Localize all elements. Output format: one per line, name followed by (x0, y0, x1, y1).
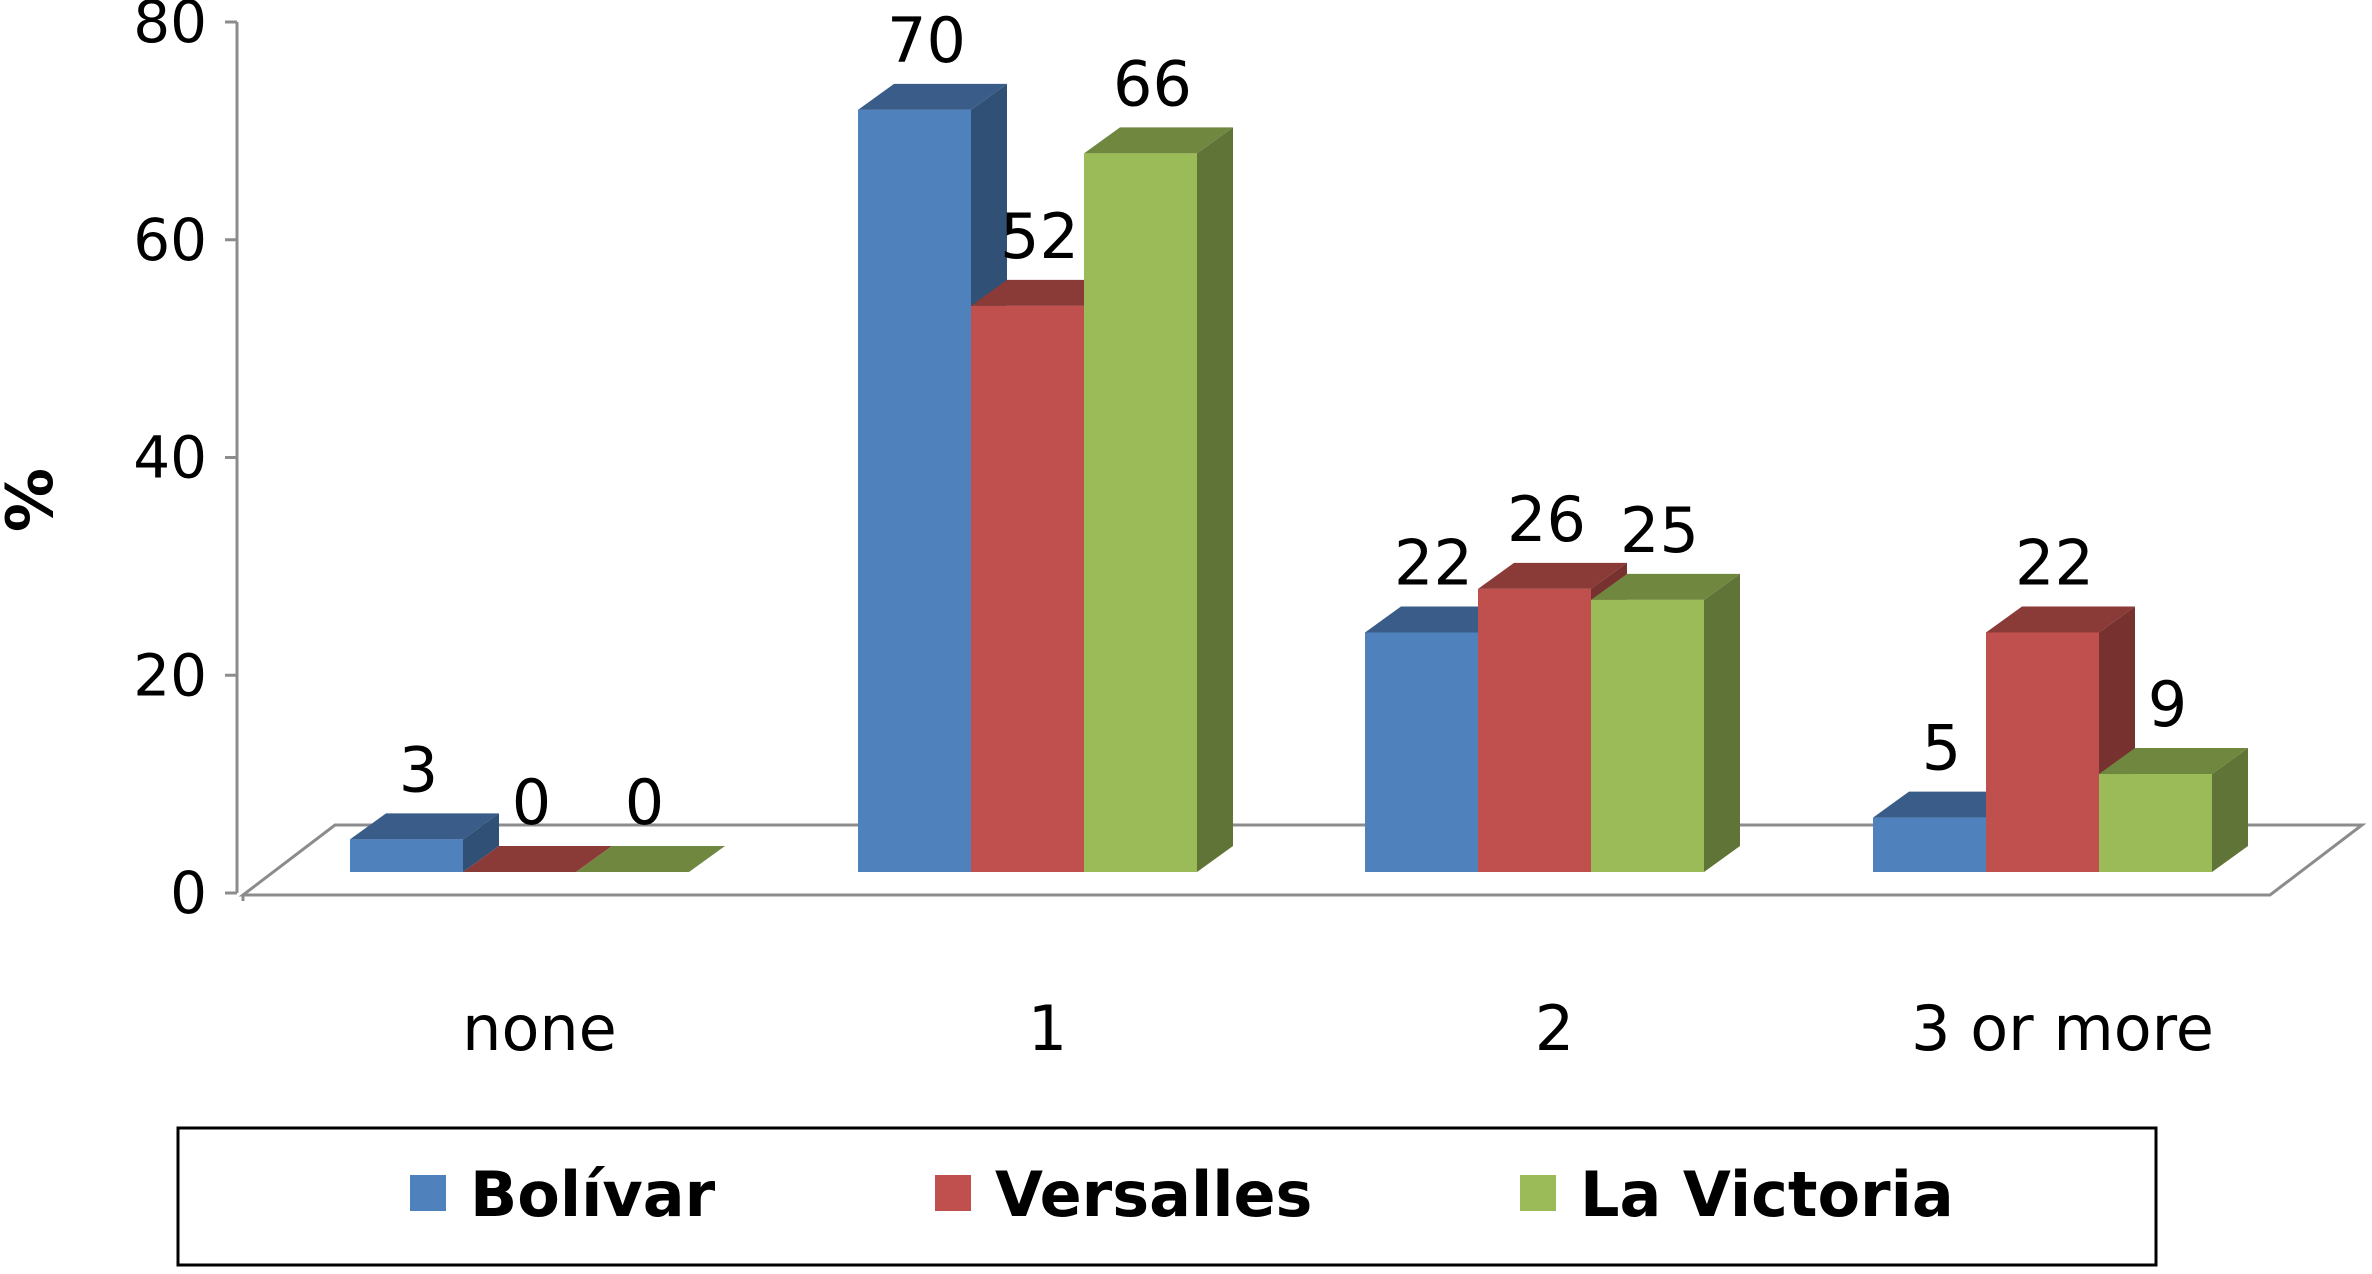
data-label: 22 (2015, 526, 2094, 599)
data-label: 3 (399, 733, 438, 806)
bar-top (1365, 606, 1514, 633)
chart-axes (225, 20, 2367, 901)
data-label: 0 (512, 766, 551, 839)
bar (1986, 632, 2099, 872)
data-label: 0 (625, 766, 664, 839)
bar-top (350, 813, 499, 840)
bar-top (2099, 748, 2248, 775)
bar (1365, 632, 1478, 872)
chart-floor (238, 823, 2367, 897)
data-label: 52 (1000, 200, 1079, 273)
y-tick-label: 0 (170, 859, 207, 927)
bar-top (858, 83, 1007, 110)
bar-top (971, 279, 1120, 306)
bar (1478, 588, 1591, 872)
bar (350, 839, 463, 872)
bar (858, 109, 971, 872)
data-label: 5 (1922, 712, 1961, 785)
bar (1084, 153, 1197, 873)
legend-label: Versalles (995, 1158, 1312, 1231)
bar-side (2212, 748, 2248, 872)
y-tick-label: 20 (133, 641, 207, 709)
data-label: 66 (1113, 47, 1192, 120)
data-label: 25 (1620, 494, 1699, 567)
bar (1873, 817, 1986, 872)
data-label: 70 (887, 4, 966, 77)
bar-top (463, 846, 612, 872)
bar-top (1986, 606, 2135, 633)
bar (2099, 774, 2212, 872)
data-label: 9 (2148, 668, 2187, 741)
x-tick-label: 1 (1028, 992, 1067, 1065)
y-tick-label: 40 (133, 424, 207, 492)
bar-top (1591, 573, 1740, 600)
data-label: 22 (1394, 526, 1473, 599)
chart-bars (350, 83, 2248, 873)
bar (971, 305, 1084, 873)
data-label: 26 (1507, 483, 1586, 556)
bar-top (576, 846, 725, 872)
y-axis-title: % (0, 468, 68, 532)
x-tick-label: 3 or more (1911, 992, 2214, 1065)
y-tick-label: 60 (133, 206, 207, 274)
legend-box (176, 1126, 2158, 1267)
x-tick-label: 2 (1535, 992, 1574, 1065)
y-tick-label: 80 (133, 0, 207, 56)
legend-swatch (1520, 1175, 1556, 1211)
legend: Bolívar Versalles La Victoria (176, 1126, 2158, 1267)
legend-swatch (935, 1175, 971, 1211)
x-tick-label: none (462, 992, 617, 1065)
bar-side (1197, 127, 1233, 873)
bar (1591, 599, 1704, 872)
bar-side (463, 813, 499, 872)
legend-swatch (410, 1175, 446, 1211)
bar-top (1084, 127, 1233, 154)
bar-top (1478, 562, 1627, 589)
bar-side (1704, 573, 1740, 872)
bar-top (1873, 791, 2022, 818)
legend-label: La Victoria (1580, 1158, 1954, 1231)
legend-label: Bolívar (470, 1158, 716, 1231)
